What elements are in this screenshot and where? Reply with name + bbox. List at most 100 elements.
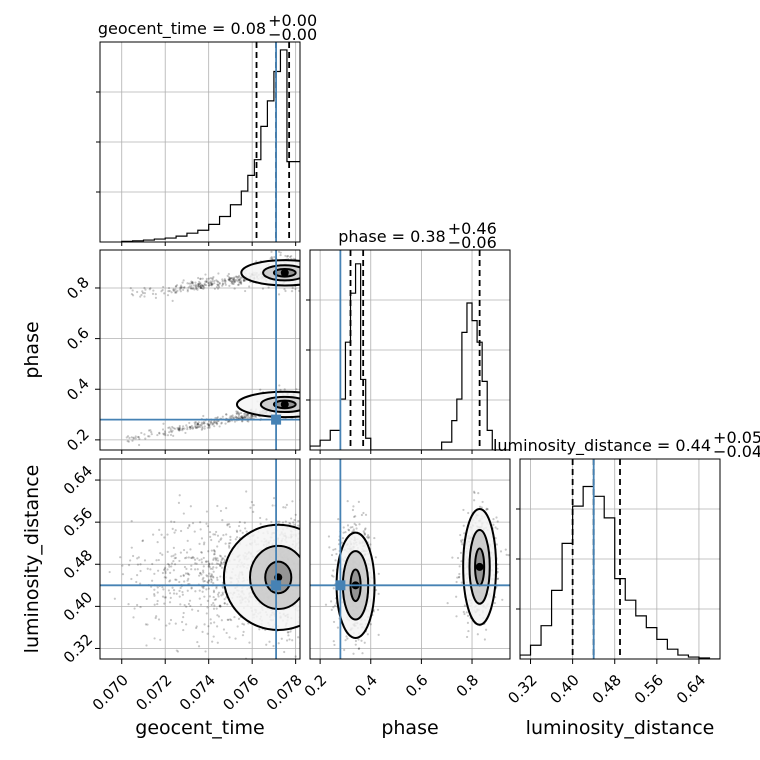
sample-point: [363, 531, 366, 534]
sample-point: [313, 609, 315, 611]
sample-point: [190, 587, 193, 590]
sample-point: [164, 434, 167, 437]
sample-point: [228, 278, 231, 281]
sample-point: [352, 505, 355, 508]
sample-point: [246, 414, 249, 417]
sample-point: [212, 595, 215, 599]
sample-point: [216, 625, 219, 628]
title-sup: +0.05: [713, 428, 760, 447]
sample-point: [222, 557, 225, 560]
sample-point: [199, 528, 202, 531]
sample-point: [163, 576, 166, 579]
sample-point: [252, 510, 255, 514]
sample-point: [200, 558, 203, 561]
sample-point: [201, 285, 204, 288]
sample-point: [239, 281, 243, 284]
sample-point: [358, 523, 361, 526]
sample-point: [211, 277, 214, 280]
sample-point: [196, 423, 200, 426]
y-tick-label: 0.4: [63, 374, 93, 404]
sample-point: [271, 504, 274, 507]
sample-point: [460, 581, 463, 584]
sample-point: [206, 606, 209, 609]
sample-point: [307, 409, 309, 411]
sample-point: [235, 412, 239, 415]
sample-point: [161, 571, 165, 575]
sample-point: [238, 278, 241, 282]
sample-point: [208, 424, 211, 427]
sample-point: [236, 277, 239, 280]
sample-point: [286, 255, 289, 258]
sample-point: [293, 518, 296, 522]
sample-point: [121, 564, 124, 567]
sample-point: [162, 285, 165, 289]
sample-point: [152, 533, 155, 536]
sample-point: [178, 559, 181, 563]
sample-point: [229, 538, 232, 542]
sample-point: [227, 278, 231, 281]
sample-point: [119, 556, 122, 559]
title-sup: +0.00: [268, 11, 317, 30]
sample-point: [363, 528, 367, 531]
sample-point: [179, 551, 182, 554]
sample-point: [215, 566, 218, 569]
sample-point: [201, 427, 204, 430]
sample-point: [259, 522, 262, 525]
sample-point: [136, 290, 139, 294]
sample-point: [186, 426, 189, 429]
sample-point: [184, 572, 188, 575]
sample-point: [237, 524, 241, 528]
sample-point: [208, 530, 212, 534]
sample-point: [315, 274, 317, 276]
sample-point: [161, 428, 165, 431]
sample-point: [163, 602, 166, 605]
sample-point: [207, 277, 211, 280]
sample-point: [240, 414, 244, 418]
sample-point: [162, 432, 165, 435]
sample-point: [182, 573, 185, 577]
sample-point: [218, 554, 222, 557]
sample-point: [209, 280, 212, 283]
sample-point: [162, 433, 166, 436]
sample-point: [129, 559, 132, 562]
x-tick-label: 0.40: [547, 671, 583, 707]
sample-point: [455, 615, 458, 618]
sample-point: [231, 280, 235, 283]
sample-point: [212, 570, 215, 573]
sample-point: [221, 519, 224, 522]
sample-point: [258, 628, 261, 631]
sample-point: [204, 650, 207, 653]
sample-point: [321, 560, 323, 562]
sample-point: [199, 285, 202, 288]
sample-point: [239, 529, 242, 532]
sample-point: [204, 280, 207, 283]
sample-point: [485, 508, 488, 511]
sample-point: [137, 435, 140, 439]
sample-point: [216, 559, 220, 562]
sample-point: [179, 586, 182, 590]
sample-point: [208, 284, 211, 287]
sample-point: [248, 641, 251, 644]
sample-point: [462, 610, 465, 614]
sample-point: [202, 543, 206, 546]
sample-point: [208, 565, 211, 568]
sample-point: [179, 575, 182, 578]
sample-point: [156, 586, 159, 589]
sample-point: [241, 416, 244, 420]
sample-point: [235, 530, 239, 533]
sample-point: [481, 500, 484, 504]
sample-point: [356, 669, 358, 671]
sample-point: [323, 609, 325, 611]
sample-point: [259, 388, 262, 391]
sample-point: [216, 641, 219, 644]
sample-point: [232, 416, 235, 419]
sample-point: [193, 421, 196, 424]
sample-point: [194, 562, 197, 565]
sample-point: [170, 562, 174, 565]
sample-point: [161, 595, 165, 598]
sample-point: [176, 650, 180, 653]
sample-point: [226, 618, 229, 621]
sample-point: [211, 575, 215, 578]
hist-panel-luminosity_distance: luminosity_distance = 0.44 +0.05−0.04: [493, 428, 760, 660]
sample-point: [316, 561, 318, 563]
